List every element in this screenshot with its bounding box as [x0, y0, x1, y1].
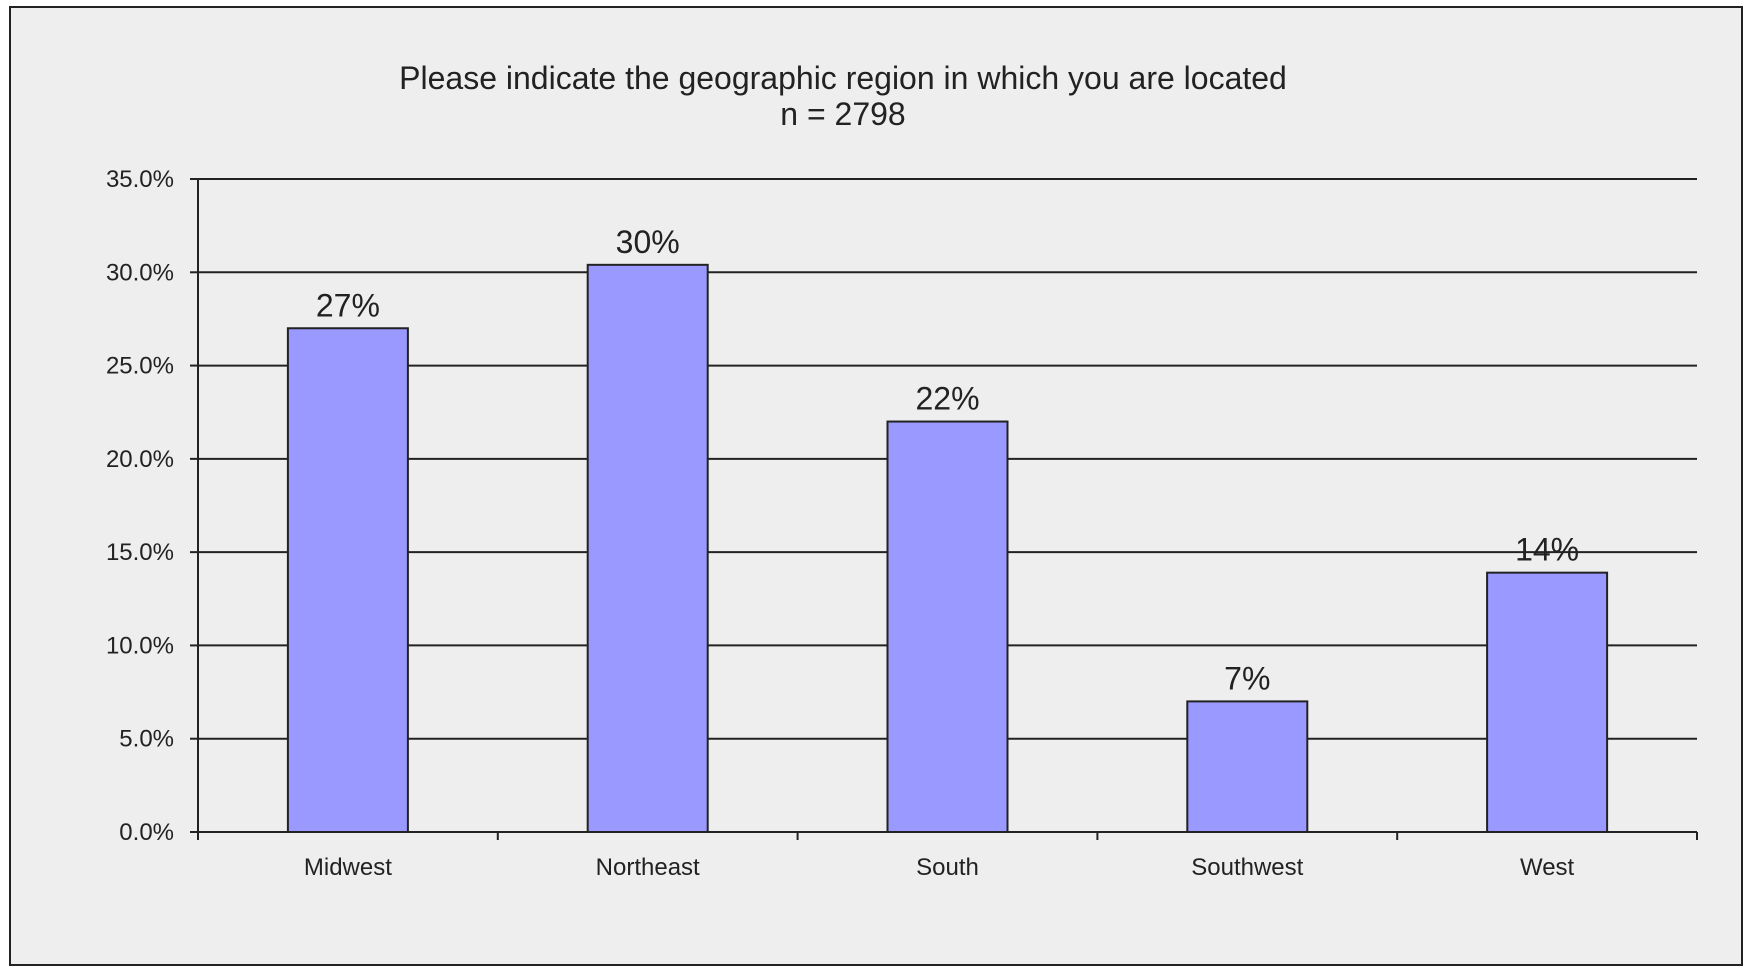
data-label: 22%: [915, 381, 979, 417]
bar-southwest: [1186, 700, 1309, 834]
data-label: 14%: [1515, 532, 1579, 568]
x-tick-label: South: [916, 854, 979, 881]
gridlines: [198, 178, 1697, 740]
bar-midwest: [286, 327, 409, 833]
y-tick-label: 35.0%: [106, 166, 174, 193]
data-label: 30%: [616, 224, 680, 260]
x-tick-label: Southwest: [1191, 854, 1303, 881]
y-tick-label: 25.0%: [106, 353, 174, 380]
y-tick-label: 5.0%: [119, 726, 174, 753]
x-tick-label: Midwest: [304, 854, 392, 881]
bar-west: [1486, 571, 1609, 833]
y-tick-label: 15.0%: [106, 539, 174, 566]
chart-title: Please indicate the geographic region in…: [399, 60, 1287, 96]
y-tick-label: 10.0%: [106, 632, 174, 659]
bar-south: [886, 420, 1009, 833]
labels: 0.0% 5.0% 10.0% 15.0% 20.0% 25.0% 30.0% 35.0% 27…: [106, 166, 1579, 881]
y-tick-label: 30.0%: [106, 259, 174, 286]
x-tick-label: Northeast: [596, 854, 700, 881]
x-tick-label: West: [1520, 854, 1575, 881]
bar-northeast: [586, 263, 709, 833]
data-label: 27%: [316, 287, 380, 323]
y-tick-label: 0.0%: [119, 819, 174, 846]
chart-subtitle: n = 2798: [780, 96, 905, 132]
y-tick-label: 20.0%: [106, 446, 174, 473]
bars: [286, 263, 1609, 834]
data-label: 7%: [1224, 660, 1270, 696]
